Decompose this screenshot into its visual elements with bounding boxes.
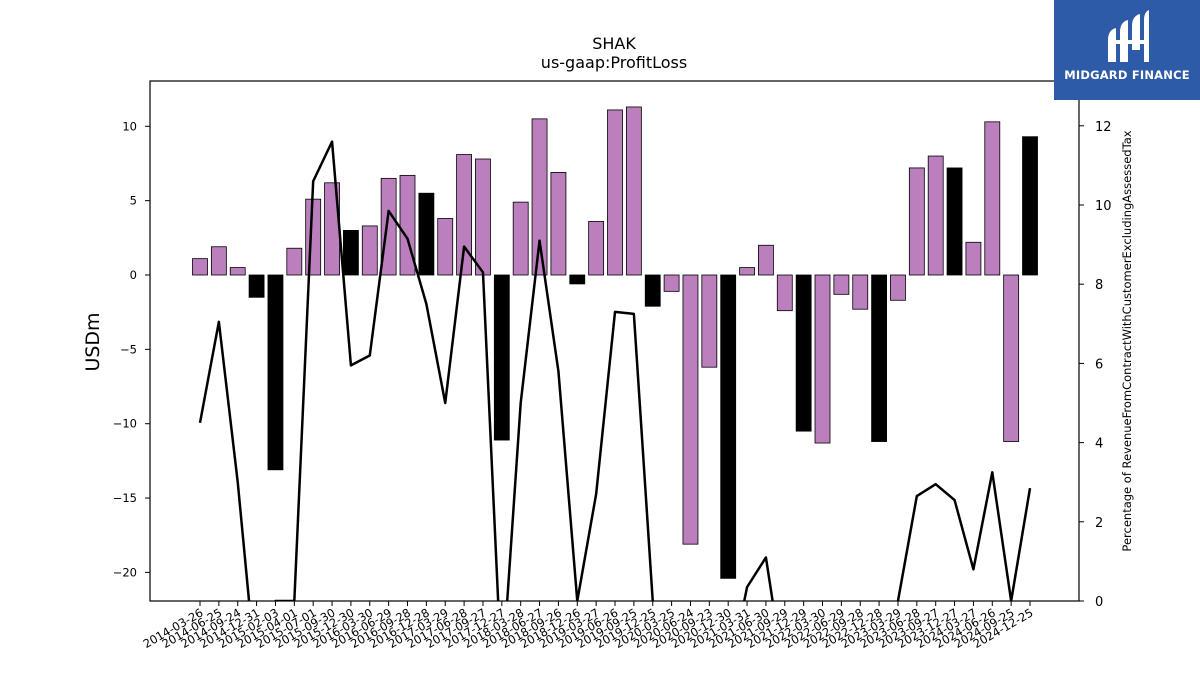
bar-2019-03-27	[588, 221, 605, 276]
bar-2023-03-29	[890, 274, 906, 301]
y2-tick-label: 0	[1095, 595, 1103, 610]
bar-2018-03-28	[512, 201, 529, 276]
bar-2021-09-29	[776, 274, 793, 312]
bar-2017-03-29	[437, 218, 454, 276]
y-tick-label: 5	[130, 194, 137, 208]
y2-axis-label: Percentage of RevenueFromContractWithCus…	[1120, 130, 1134, 551]
bar-2023-09-27	[927, 155, 944, 276]
percentage-line	[198, 140, 1032, 601]
bar-2018-12-26	[569, 274, 586, 285]
y2-tick-label: 6	[1095, 357, 1103, 372]
bar-2020-06-24	[682, 274, 699, 545]
line-layer	[198, 140, 1032, 601]
y-axis-label: USDm	[82, 312, 104, 371]
bar-2021-06-30	[758, 244, 774, 276]
bar-2021-12-29	[795, 274, 812, 432]
y2-tick-label: 12	[1095, 120, 1112, 135]
y-tick-label: −5	[120, 342, 137, 356]
bar-2018-06-27	[531, 118, 548, 276]
bar-2014-06-25	[210, 246, 227, 276]
brand-logo: MIDGARD FINANCE	[1054, 0, 1200, 100]
bar-2020-09-23	[701, 274, 718, 368]
bar-2022-12-28	[871, 274, 887, 442]
bar-2023-12-27	[946, 167, 963, 276]
y-tick-label: −20	[113, 565, 137, 579]
y2-tick-label: 10	[1095, 199, 1112, 214]
bar-2024-09-25	[1003, 274, 1020, 442]
bar-2015-02-03	[267, 274, 284, 471]
bar-2017-12-27	[493, 274, 510, 441]
bar-2019-12-25	[644, 274, 661, 307]
bar-2020-03-25	[663, 274, 680, 292]
bar-2016-06-29	[380, 177, 397, 276]
bar-2021-03-31	[739, 267, 755, 276]
bar-2022-03-30	[814, 274, 831, 444]
bar-2018-09-26	[550, 171, 567, 276]
bar-2016-12-28	[418, 192, 435, 276]
bar-2014-12-31	[248, 274, 265, 298]
bar-2024-03-27	[965, 241, 982, 276]
bar-2020-12-30	[720, 274, 737, 579]
bar-2015-07-01	[305, 198, 322, 276]
y-tick-label: −10	[113, 417, 137, 431]
bars-layer	[192, 106, 1038, 579]
y2-tick-label: 8	[1095, 278, 1103, 293]
bar-2024-12-25	[1022, 136, 1038, 276]
bar-2015-12-30	[343, 229, 359, 276]
bar-2014-03-26	[192, 258, 208, 276]
bar-2024-06-26	[984, 121, 1001, 276]
chart-title: SHAK	[592, 34, 636, 53]
bar-2023-06-28	[908, 167, 925, 276]
y2-tick-label: 4	[1095, 437, 1103, 452]
y-tick-label: −15	[113, 491, 137, 505]
bar-2022-09-28	[852, 274, 869, 310]
y-tick-label: 10	[122, 119, 137, 133]
bar-2016-03-30	[361, 225, 378, 276]
bar-2019-09-25	[625, 106, 642, 276]
bar-2014-09-24	[229, 267, 246, 276]
bar-2022-06-29	[833, 274, 850, 295]
chart-subtitle: us-gaap:ProfitLoss	[541, 53, 687, 72]
bar-2019-06-26	[607, 109, 623, 276]
y-tick-label: 0	[130, 268, 137, 282]
brand-name: MIDGARD FINANCE	[1064, 68, 1190, 82]
bar-2017-09-27	[475, 158, 491, 276]
plot-frame	[149, 80, 1080, 602]
bar-2015-04-01	[286, 247, 303, 276]
midgard-logo-icon	[1108, 10, 1149, 62]
y2-tick-label: 2	[1095, 516, 1103, 531]
bar-2017-06-28	[456, 154, 473, 276]
